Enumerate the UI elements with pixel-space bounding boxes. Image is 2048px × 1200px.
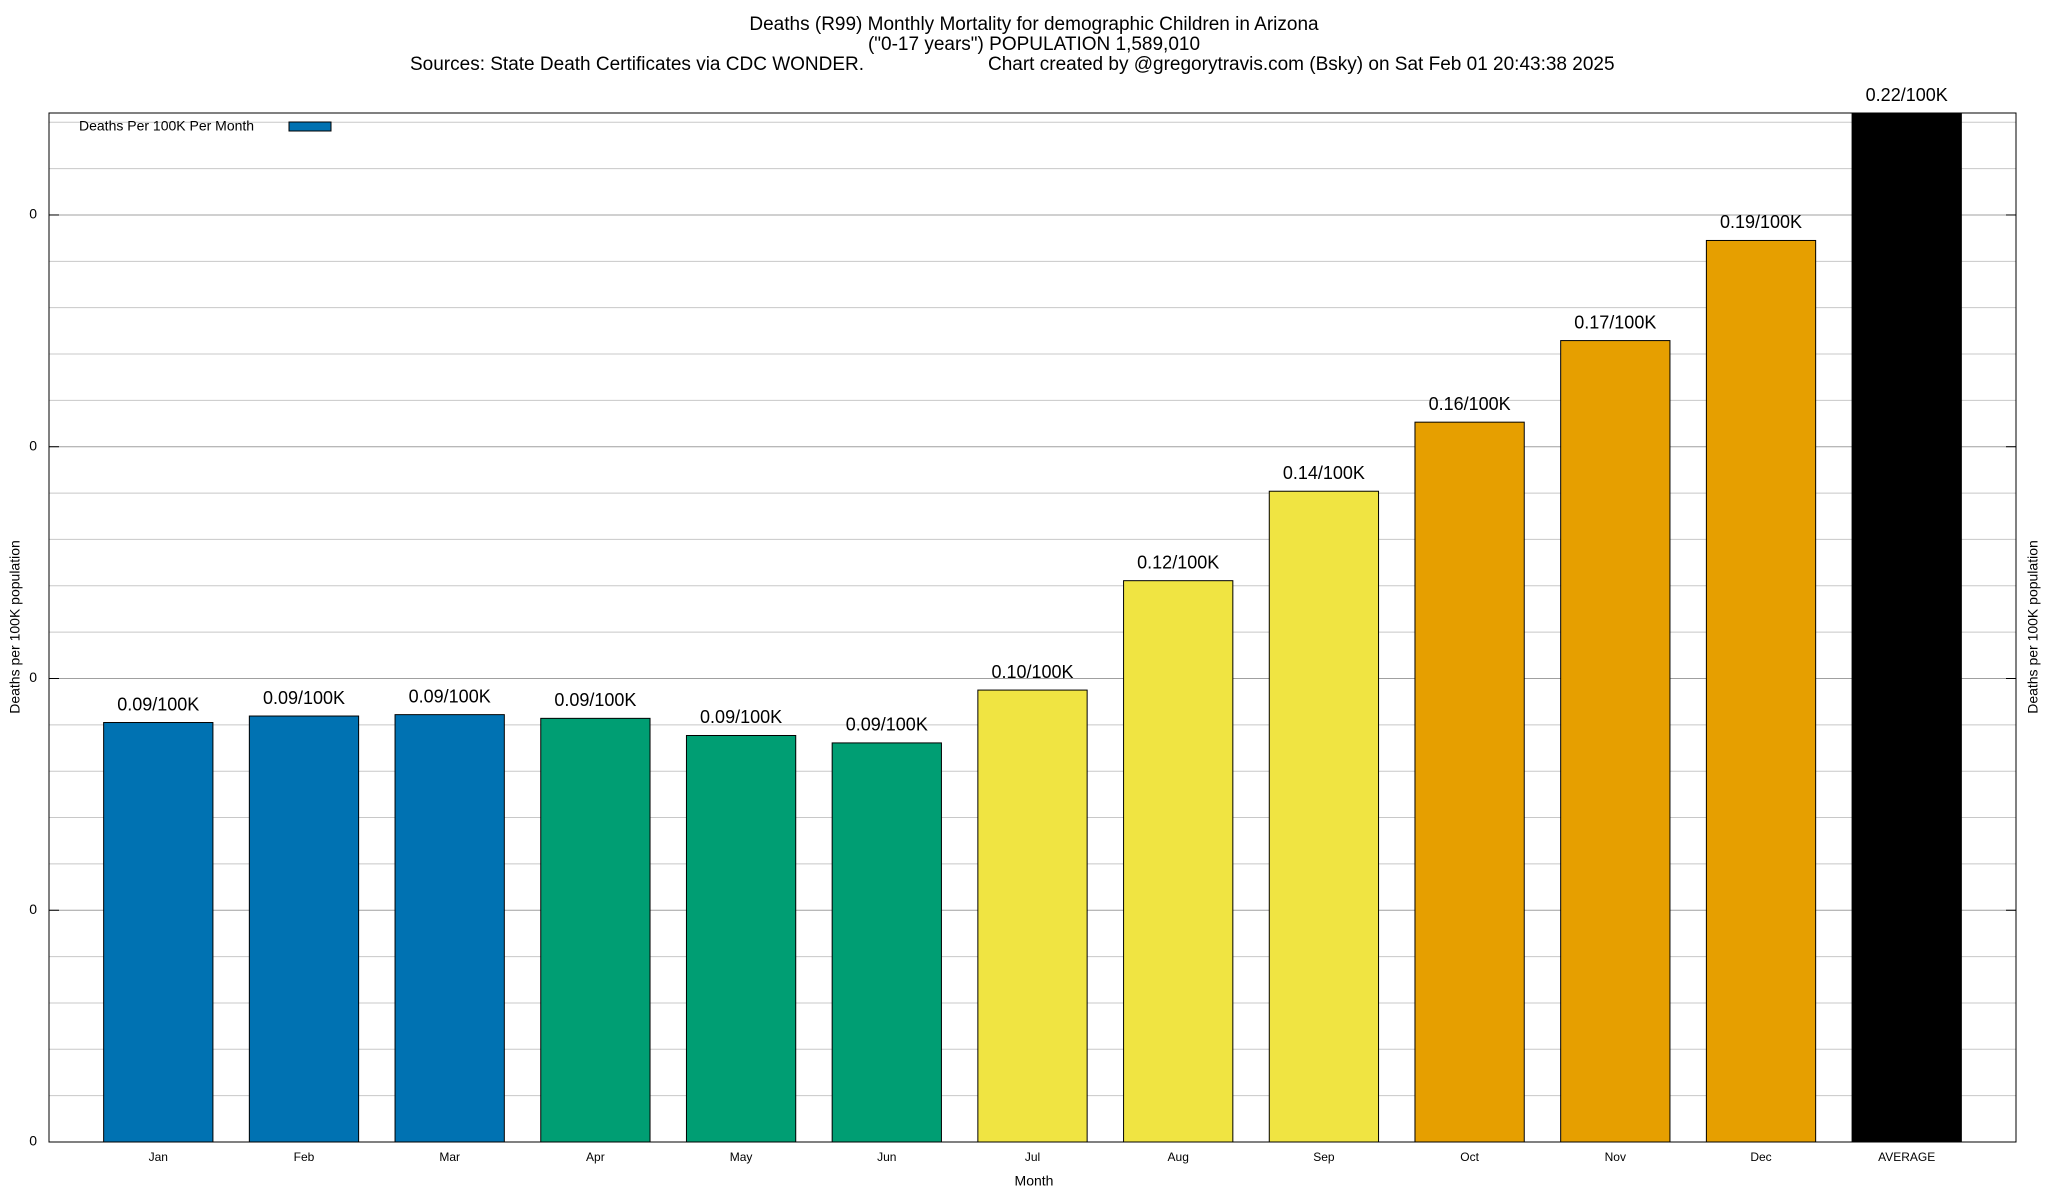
x-axis-label: Month bbox=[1015, 1173, 1054, 1189]
data-label: 0.19/100K bbox=[1720, 212, 1802, 232]
bar bbox=[1560, 340, 1671, 1143]
y-tick-label: 0 bbox=[29, 206, 37, 222]
bar bbox=[1123, 580, 1234, 1143]
bar bbox=[1268, 490, 1380, 1143]
y-axis-label: Deaths per 100K population bbox=[7, 540, 23, 714]
plot-frame bbox=[48, 112, 2017, 1143]
x-tick-label: Nov bbox=[1605, 1150, 1626, 1164]
y-tick-label: 0 bbox=[29, 901, 37, 917]
y-tick-label: 0 bbox=[29, 1133, 37, 1149]
bar bbox=[540, 717, 651, 1143]
data-label: 0.17/100K bbox=[1574, 312, 1656, 332]
legend-swatch bbox=[288, 121, 332, 132]
data-label: 0.09/100K bbox=[409, 686, 491, 706]
data-label: 0.12/100K bbox=[1137, 552, 1219, 572]
data-label: 0.22/100K bbox=[1866, 85, 1948, 105]
bar bbox=[248, 715, 360, 1143]
chart-title: Deaths (R99) Monthly Mortality for demog… bbox=[749, 14, 1319, 35]
x-tick-label: Jul bbox=[1025, 1150, 1040, 1164]
data-label: 0.09/100K bbox=[117, 694, 199, 714]
x-tick-label: AVERAGE bbox=[1878, 1150, 1935, 1164]
x-tick-label: Feb bbox=[294, 1150, 315, 1164]
x-tick-label: Sep bbox=[1313, 1150, 1335, 1164]
data-label: 0.16/100K bbox=[1429, 394, 1511, 414]
x-tick-label: Jan bbox=[149, 1150, 168, 1164]
bar bbox=[977, 689, 1088, 1143]
x-tick-label: May bbox=[730, 1150, 753, 1164]
data-label: 0.09/100K bbox=[846, 715, 928, 735]
x-tick-label: Dec bbox=[1750, 1150, 1771, 1164]
credit: Chart created by @gregorytravis.com (Bsk… bbox=[988, 54, 1615, 75]
x-tick-label: Aug bbox=[1168, 1150, 1189, 1164]
x-tick-label: Jun bbox=[877, 1150, 896, 1164]
bar bbox=[685, 734, 797, 1143]
bar bbox=[1705, 239, 1817, 1143]
y2-axis-label: Deaths per 100K population bbox=[2025, 540, 2041, 714]
y-tick-label: 0 bbox=[29, 437, 37, 453]
bar bbox=[1851, 112, 1962, 1143]
x-tick-label: Oct bbox=[1460, 1150, 1479, 1164]
y-tick-label: 0 bbox=[29, 669, 37, 685]
bar bbox=[1414, 421, 1525, 1143]
data-label: 0.09/100K bbox=[700, 707, 782, 727]
data-label: 0.09/100K bbox=[554, 690, 636, 710]
source: Sources: State Death Certificates via CD… bbox=[410, 54, 864, 75]
bar bbox=[394, 714, 505, 1143]
data-label: 0.09/100K bbox=[263, 688, 345, 708]
data-label: 0.14/100K bbox=[1283, 463, 1365, 483]
x-tick-label: Apr bbox=[586, 1150, 605, 1164]
bar bbox=[103, 722, 214, 1143]
legend-label: Deaths Per 100K Per Month bbox=[79, 118, 254, 134]
data-label: 0.10/100K bbox=[991, 662, 1073, 682]
x-tick-label: Mar bbox=[439, 1150, 460, 1164]
chart-subtitle: ("0-17 years") POPULATION 1,589,010 bbox=[868, 34, 1200, 55]
bar bbox=[831, 742, 942, 1143]
